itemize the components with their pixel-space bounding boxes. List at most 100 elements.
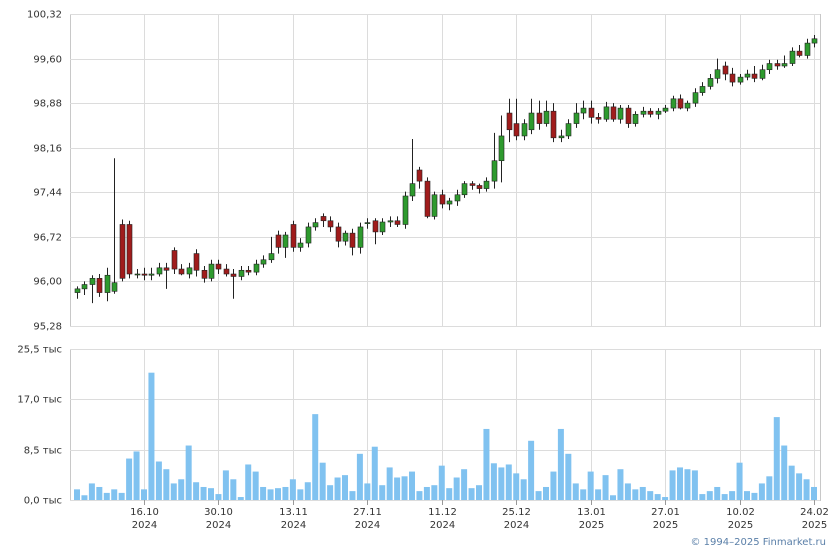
volume-bar bbox=[602, 475, 609, 500]
volume-bar bbox=[691, 470, 698, 500]
candle-body bbox=[640, 110, 647, 115]
volume-bar bbox=[260, 486, 267, 500]
volume-bar bbox=[364, 483, 371, 500]
y-tick-label: 8,5 тыс bbox=[24, 446, 62, 457]
volume-bar bbox=[401, 476, 408, 500]
candle-body bbox=[789, 50, 796, 64]
candle-body bbox=[141, 273, 148, 276]
volume-bar bbox=[498, 467, 505, 500]
candle-body bbox=[81, 284, 88, 290]
volume-bar bbox=[610, 495, 616, 500]
x-tick-label: 13.01 bbox=[577, 507, 606, 518]
candle-body bbox=[178, 268, 185, 275]
candle-body bbox=[565, 123, 572, 137]
candle-body bbox=[528, 112, 535, 131]
volume-bar bbox=[446, 488, 453, 500]
volume-bar bbox=[684, 469, 691, 500]
footer: © 1994–2025 Finmarket.ru bbox=[690, 537, 826, 548]
candle-body bbox=[536, 112, 543, 124]
candle-body bbox=[111, 282, 118, 292]
volume-bar bbox=[252, 471, 259, 500]
candle-body bbox=[506, 112, 513, 131]
volume-bar bbox=[289, 479, 296, 500]
x-tick-year: 2024 bbox=[504, 520, 529, 531]
y-tick-label: 100,32 bbox=[27, 10, 62, 21]
volume-bar bbox=[572, 483, 579, 500]
candle-body bbox=[193, 253, 200, 271]
candle-body bbox=[491, 160, 498, 182]
x-tick-year: 2024 bbox=[355, 520, 380, 531]
candle-body bbox=[811, 38, 818, 44]
candle-body bbox=[282, 234, 289, 248]
candle-body bbox=[297, 242, 304, 248]
volume-bar bbox=[706, 491, 713, 500]
volume-bar bbox=[193, 482, 200, 500]
volume-bar bbox=[758, 483, 765, 500]
volume-bar bbox=[126, 458, 133, 500]
y-tick-label: 98,16 bbox=[33, 144, 62, 155]
candle-body bbox=[208, 263, 215, 279]
candle-body bbox=[610, 106, 617, 120]
volume-bar bbox=[490, 463, 497, 500]
candle-body bbox=[119, 224, 126, 279]
candle-body bbox=[394, 220, 401, 225]
candle-body bbox=[201, 269, 208, 279]
candle-body bbox=[238, 269, 245, 277]
candle-body bbox=[647, 110, 654, 115]
candle-body bbox=[684, 102, 691, 109]
x-tick-year: 2024 bbox=[132, 520, 157, 531]
volume-bar bbox=[170, 483, 177, 500]
candle-body bbox=[699, 86, 706, 93]
candle-body bbox=[588, 107, 595, 118]
volume-bar bbox=[342, 475, 348, 500]
volume-bar bbox=[96, 486, 103, 500]
volume-bar bbox=[230, 479, 237, 500]
candle-body bbox=[603, 106, 610, 120]
volume-bar bbox=[245, 464, 252, 500]
volume-bar bbox=[751, 492, 758, 500]
volume-bar bbox=[416, 491, 423, 500]
candle-body bbox=[387, 220, 394, 223]
candle-body bbox=[573, 112, 580, 124]
volume-bar bbox=[773, 417, 780, 500]
candle-body bbox=[655, 110, 662, 115]
volume-bar bbox=[595, 489, 602, 500]
x-tick-label: 13.11 bbox=[279, 507, 308, 518]
volume-bar bbox=[74, 489, 80, 500]
candle-body bbox=[156, 267, 163, 275]
volume-bar bbox=[654, 494, 661, 500]
candle-body bbox=[245, 269, 252, 273]
volume-bar bbox=[476, 485, 482, 500]
volume-bar bbox=[356, 453, 363, 500]
volume-bar bbox=[587, 471, 594, 500]
candle-body bbox=[543, 110, 550, 124]
volume-bar bbox=[744, 491, 750, 500]
volume-bar bbox=[617, 469, 624, 500]
candle-body bbox=[781, 63, 788, 67]
volume-bar bbox=[275, 488, 281, 500]
volume-bar bbox=[155, 461, 162, 500]
volume-bar bbox=[386, 467, 393, 500]
y-tick-label: 98,88 bbox=[33, 99, 62, 110]
volume-bar bbox=[557, 428, 564, 500]
volume-bar bbox=[312, 414, 319, 500]
volume-bar bbox=[103, 492, 110, 500]
volume-bar bbox=[520, 479, 527, 500]
y-tick-label: 95,28 bbox=[33, 322, 62, 333]
y-tick-label: 99,60 bbox=[33, 55, 62, 66]
volume-bar bbox=[379, 485, 386, 500]
y-tick-label: 96,00 bbox=[33, 277, 62, 288]
volume-bar bbox=[580, 489, 587, 500]
price-panel bbox=[70, 14, 821, 327]
volume-bar bbox=[88, 483, 95, 500]
y-tick-label: 17,0 тыс bbox=[17, 395, 62, 406]
candle-body bbox=[312, 222, 319, 228]
candle-body bbox=[439, 194, 446, 205]
volume-bar bbox=[222, 470, 229, 500]
candle-body bbox=[469, 183, 476, 186]
candle-body bbox=[446, 200, 453, 205]
candle-body bbox=[275, 234, 282, 248]
x-tick-year: 2025 bbox=[579, 520, 604, 531]
volume-bar bbox=[431, 485, 438, 500]
